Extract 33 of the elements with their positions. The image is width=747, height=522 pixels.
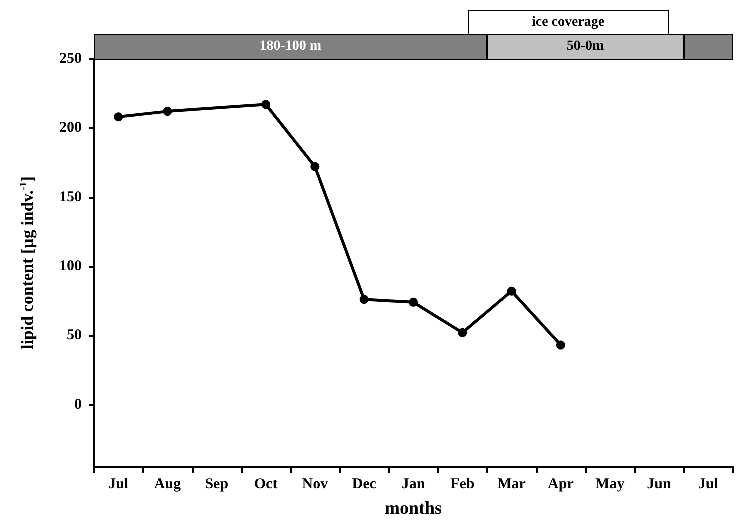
x-tick-label: Jul bbox=[698, 476, 718, 492]
x-axis-title: months bbox=[384, 498, 442, 518]
y-tick-label: 100 bbox=[60, 258, 82, 274]
point bbox=[458, 328, 468, 338]
x-tick-label: Jul bbox=[108, 476, 129, 492]
x-tick-label: Jun bbox=[647, 476, 672, 492]
point bbox=[556, 340, 566, 350]
point bbox=[114, 112, 124, 122]
x-tick-label: Feb bbox=[450, 476, 475, 492]
y-tick-label: 0 bbox=[74, 396, 82, 413]
y-tick-label: 200 bbox=[60, 120, 82, 136]
x-tick-label: Apr bbox=[548, 476, 574, 492]
y-tick-label: 50 bbox=[67, 328, 82, 344]
x-tick-label: Sep bbox=[205, 476, 229, 492]
y-axis-title: lipid content [µg indv.-1] bbox=[18, 176, 37, 350]
point bbox=[507, 286, 516, 296]
x-tick-label: Aug bbox=[154, 476, 182, 492]
ice-strip: ice coverage bbox=[468, 10, 670, 35]
depth-strip: 50-0m bbox=[487, 34, 684, 60]
x-tick-label: Oct bbox=[254, 476, 278, 492]
point bbox=[262, 100, 271, 110]
y-tick-label: 150 bbox=[60, 189, 82, 206]
x-tick-label: May bbox=[596, 476, 626, 492]
x-tick-label: Dec bbox=[352, 476, 377, 492]
point bbox=[409, 298, 418, 307]
x-tick-label: Nov bbox=[302, 476, 329, 492]
point bbox=[310, 162, 320, 172]
point bbox=[163, 107, 172, 116]
depth-strip: 180-100 m bbox=[94, 34, 488, 60]
x-tick-label: Mar bbox=[498, 476, 526, 492]
y-tick-label: 250 bbox=[60, 51, 82, 67]
point bbox=[360, 295, 369, 304]
x-tick-label: Jan bbox=[402, 476, 426, 492]
